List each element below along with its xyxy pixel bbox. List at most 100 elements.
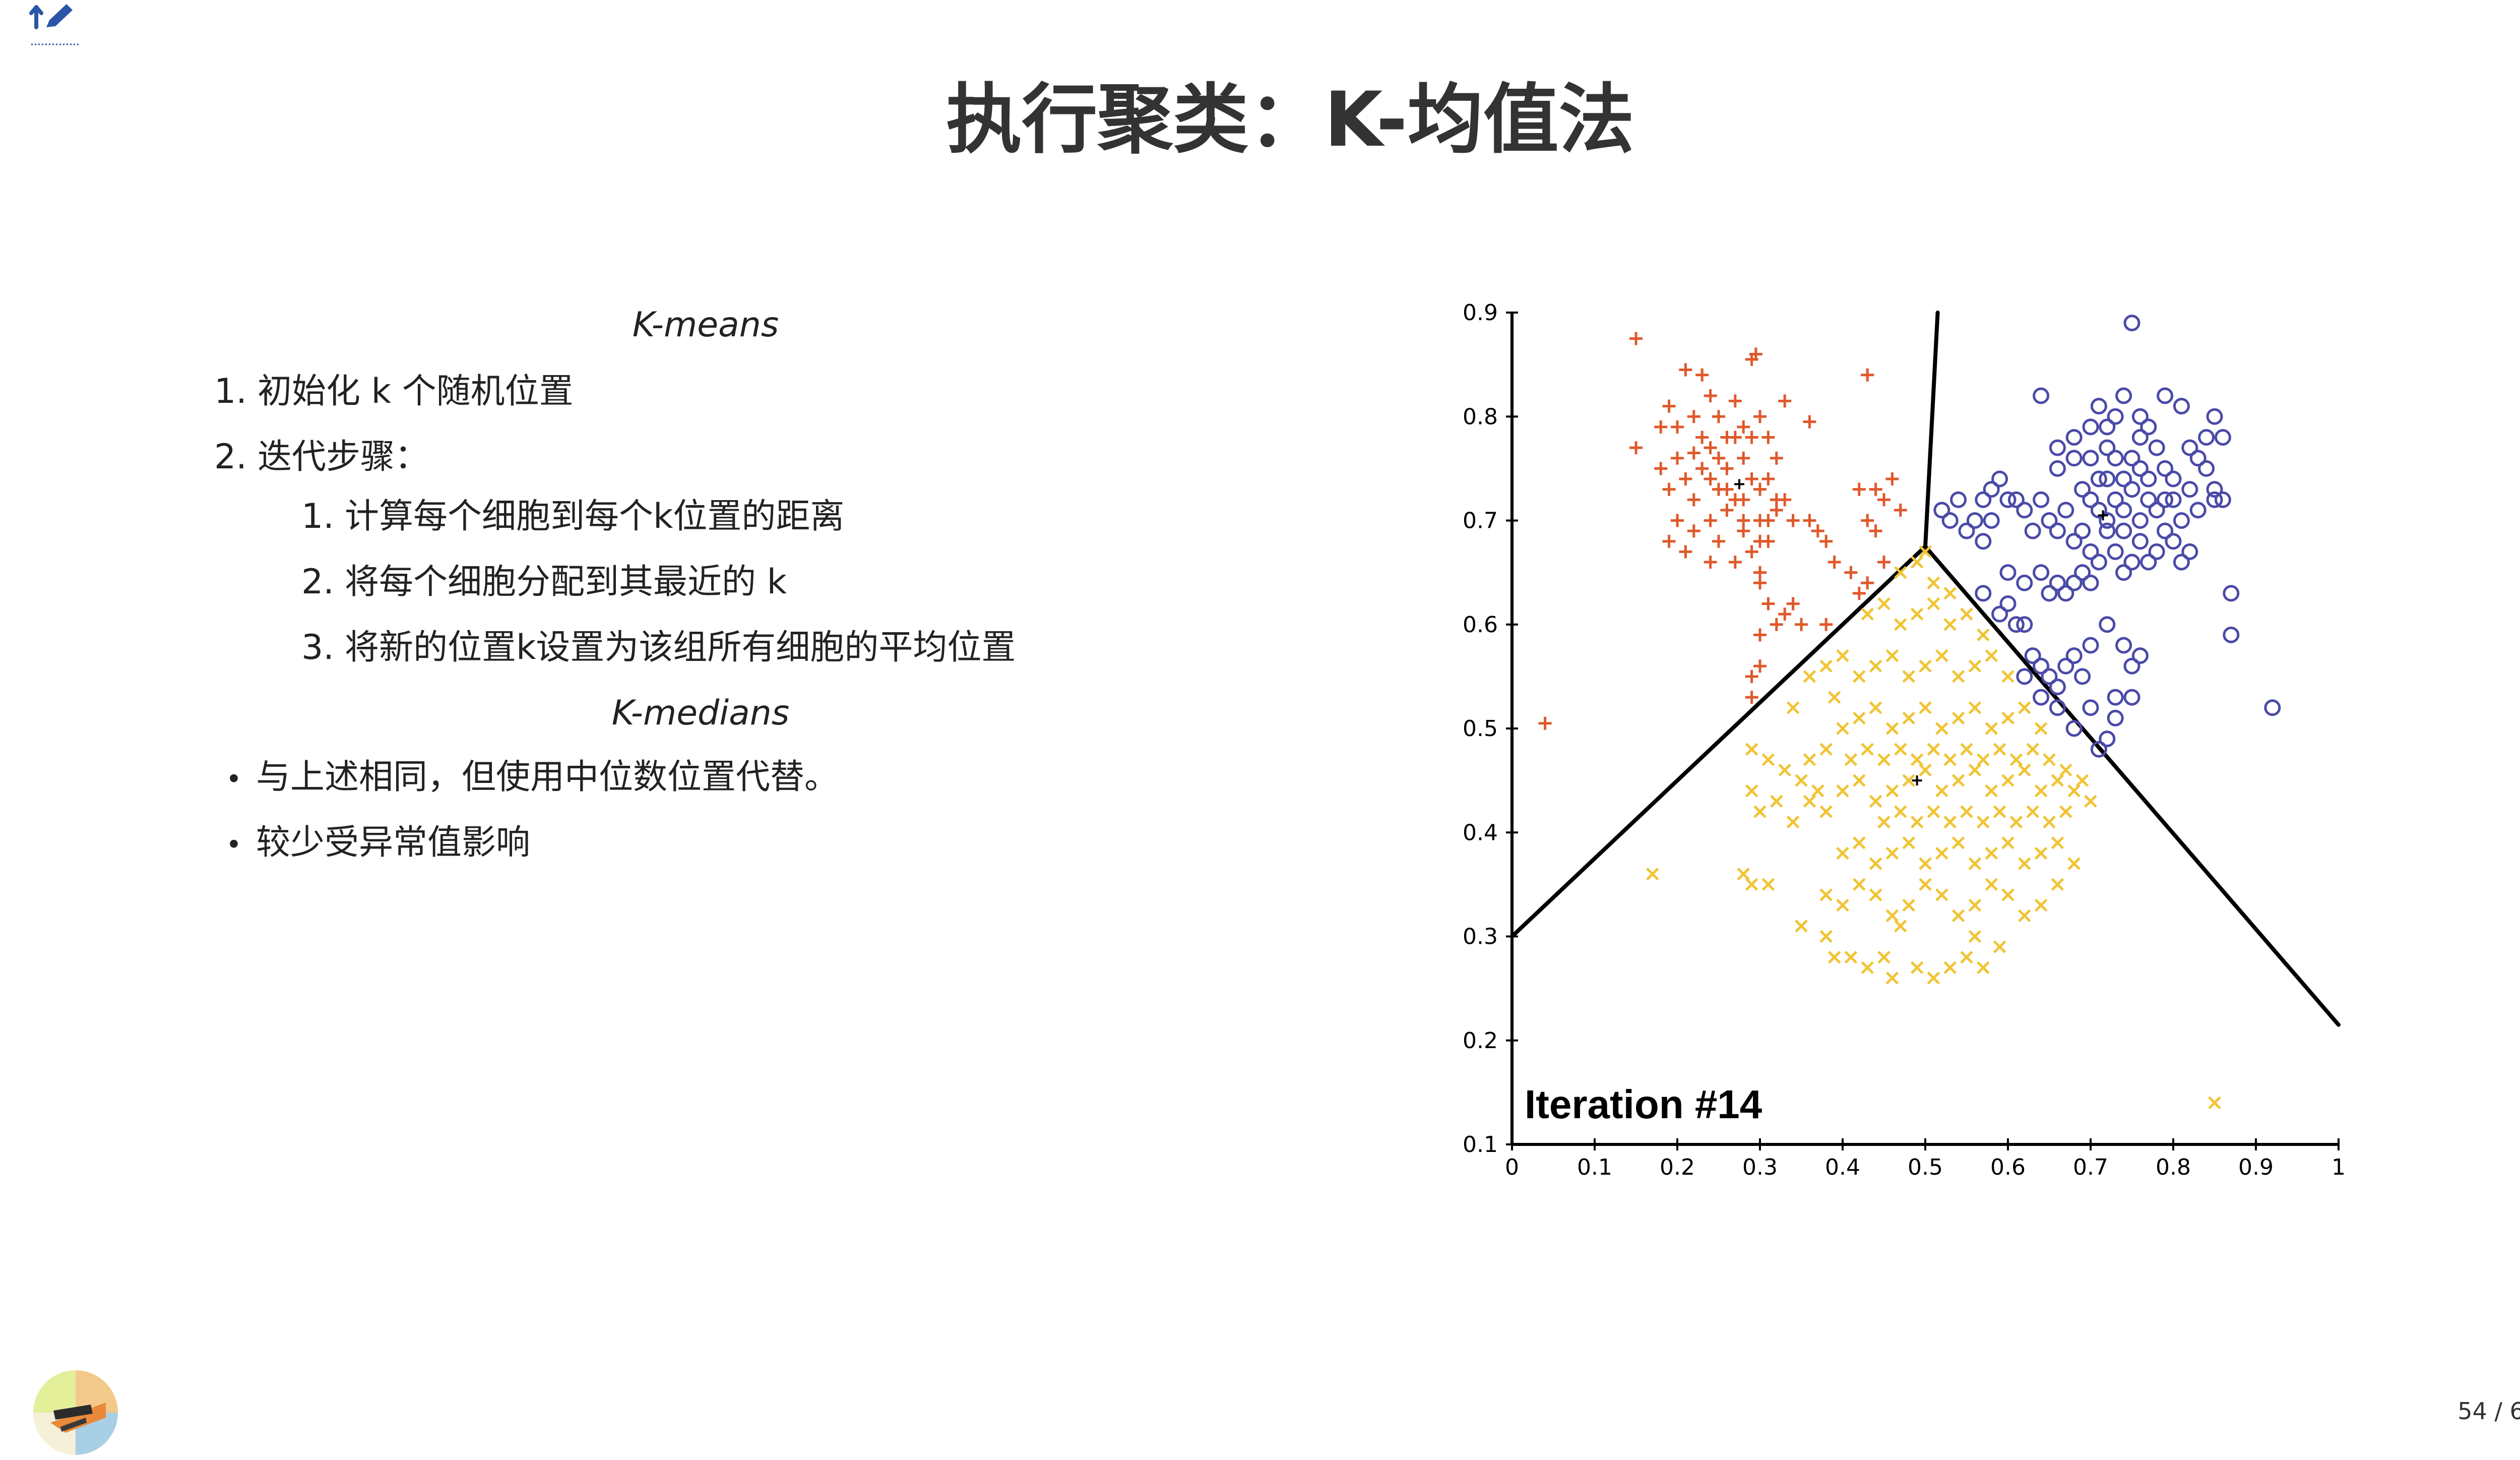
data-point-red	[1844, 566, 1858, 579]
data-point-blue	[2057, 502, 2074, 519]
data-point-yellow	[1960, 607, 1973, 621]
y-tick-label: 0.5	[1463, 716, 1498, 742]
data-point-yellow	[1977, 815, 1990, 829]
data-point-yellow	[1853, 711, 1866, 725]
data-point-yellow	[1927, 576, 1940, 590]
data-point-blue	[1941, 512, 1959, 529]
data-point-yellow	[1753, 805, 1767, 818]
data-point-yellow	[1795, 774, 1808, 787]
y-tick-label: 0.6	[1463, 612, 1498, 638]
data-point-yellow	[1778, 763, 1791, 777]
data-point-blue	[2173, 554, 2190, 571]
x-tick-label: 0.3	[1742, 1154, 1778, 1180]
data-point-yellow	[2051, 878, 2064, 891]
data-point-blue	[2123, 657, 2140, 675]
data-point-red	[1679, 472, 1692, 485]
data-point-blue	[2099, 522, 2116, 539]
x-tick-label: 1	[2332, 1154, 2346, 1180]
edit-source-link[interactable]	[29, 1, 82, 47]
y-tick-label: 0.1	[1463, 1132, 1498, 1158]
list-number: 1.	[214, 372, 247, 411]
data-point-blue	[2016, 574, 2033, 591]
data-point-blue	[2057, 657, 2074, 675]
data-point-red	[1770, 618, 1783, 631]
data-point-red	[1819, 534, 1833, 548]
data-point-red	[1720, 462, 1734, 475]
data-point-blue	[2214, 429, 2231, 446]
data-point-blue	[2049, 699, 2066, 716]
data-point-yellow	[1853, 836, 1866, 849]
data-point-yellow	[1977, 628, 1990, 642]
data-point-yellow	[1977, 753, 1990, 766]
data-point-blue	[2007, 616, 2025, 633]
data-point-yellow	[2018, 701, 2031, 714]
data-point-blue	[2041, 668, 2058, 685]
data-point-yellow	[2208, 1096, 2221, 1110]
data-point-red	[1629, 332, 1643, 345]
data-point-red	[1728, 556, 1742, 569]
data-point-red	[1749, 347, 1762, 361]
data-point-red	[1704, 514, 1717, 527]
kmeans-step-1: 1. 初始化 k 个随机位置	[214, 363, 574, 413]
data-point-blue	[2016, 668, 2033, 685]
data-point-red	[1869, 482, 1882, 496]
step-text: 初始化 k 个随机位置	[258, 372, 574, 411]
data-point-red	[1770, 503, 1783, 517]
data-point-yellow	[2051, 836, 2064, 849]
data-point-yellow	[2067, 784, 2081, 798]
data-point-blue	[2049, 439, 2066, 456]
data-point-yellow	[2051, 774, 2064, 787]
data-point-yellow	[2001, 711, 2014, 725]
data-point-yellow	[1943, 815, 1957, 829]
data-point-yellow	[1869, 888, 1882, 901]
kmeans-step-2: 2. 迭代步骤：	[214, 429, 429, 478]
data-point-blue	[2181, 439, 2198, 456]
y-tick-label: 0.3	[1463, 924, 1498, 950]
data-point-blue	[2181, 543, 2198, 560]
data-point-blue	[2173, 398, 2190, 415]
list-number: 3.	[301, 628, 334, 667]
data-point-blue	[1958, 522, 1975, 539]
kmeans-substep-1: 1. 计算每个细胞到每个k位置的距离	[301, 488, 844, 538]
data-point-blue	[2033, 387, 2050, 404]
data-point-yellow	[1943, 587, 1957, 600]
data-point-blue	[2140, 554, 2157, 571]
data-point-blue	[2082, 418, 2099, 436]
data-point-red	[1695, 431, 1709, 444]
data-point-yellow	[1910, 753, 1924, 766]
data-point-red	[1687, 446, 1700, 460]
data-point-red	[1695, 368, 1709, 382]
data-point-blue	[2206, 491, 2223, 508]
data-point-blue	[2115, 564, 2132, 581]
data-point-blue	[2016, 616, 2033, 633]
bullet-mark: •	[226, 763, 242, 795]
data-point-blue	[2033, 491, 2050, 508]
data-point-yellow	[1902, 898, 1915, 912]
data-point-blue	[2090, 554, 2107, 571]
data-point-blue	[2065, 429, 2083, 446]
data-point-yellow	[1902, 670, 1915, 683]
data-point-red	[1753, 482, 1767, 496]
data-point-red	[1745, 670, 1758, 683]
data-point-yellow	[1869, 659, 1882, 673]
data-point-yellow	[1819, 659, 1833, 673]
data-point-red	[1662, 399, 1676, 413]
data-point-red	[1654, 462, 1668, 475]
kmeans-heading: K-means	[632, 305, 779, 345]
substep-text: 将每个细胞分配到其最近的 k	[345, 562, 787, 602]
data-point-yellow	[1943, 961, 1957, 975]
data-point-blue	[2024, 522, 2041, 539]
x-tick-label: 0.8	[2156, 1154, 2191, 1180]
data-point-red	[1662, 534, 1676, 548]
data-point-blue	[2074, 564, 2091, 581]
data-point-blue	[2131, 408, 2149, 425]
data-point-red	[1737, 420, 1750, 434]
data-point-yellow	[1951, 836, 1965, 849]
data-point-yellow	[1985, 784, 1998, 798]
data-point-red	[1720, 503, 1734, 517]
data-point-blue	[2057, 585, 2074, 602]
data-point-yellow	[1927, 971, 1940, 985]
data-point-yellow	[1853, 878, 1866, 891]
kmeans-substep-3: 3. 将新的位置k设置为该组所有细胞的平均位置	[301, 619, 1016, 669]
data-point-yellow	[1935, 649, 1948, 662]
